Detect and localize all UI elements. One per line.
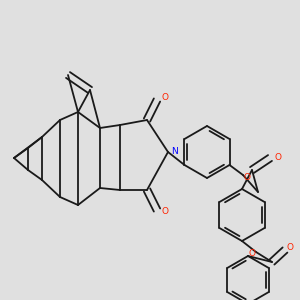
Text: O: O (248, 248, 256, 257)
Text: O: O (244, 172, 250, 182)
Text: N: N (172, 148, 178, 157)
Text: O: O (161, 94, 169, 103)
Text: O: O (274, 152, 281, 161)
Text: O: O (161, 208, 169, 217)
Text: O: O (286, 242, 293, 251)
